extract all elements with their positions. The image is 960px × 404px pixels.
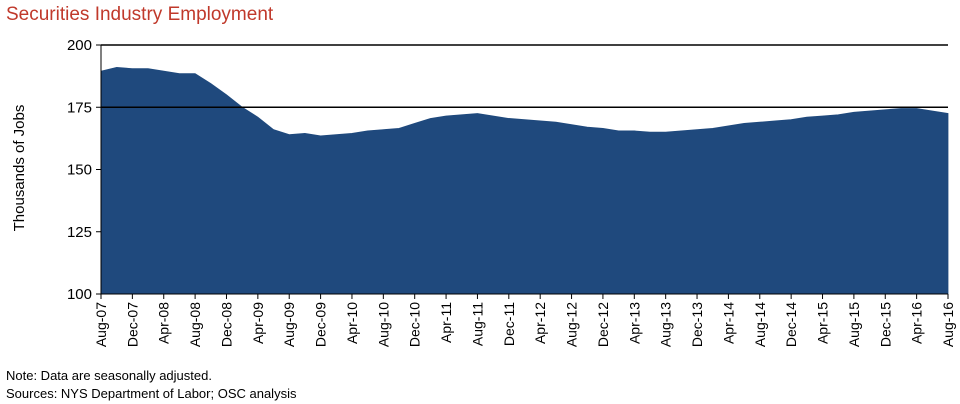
chart-title: Securities Industry Employment <box>6 4 274 25</box>
x-tick-label: Dec-11 <box>501 302 517 346</box>
y-tick-label: 175 <box>67 99 92 116</box>
x-tick-labels: Aug-07 Dec-07 Apr-08 Aug-08 Dec-08 Apr-09 Aug-… <box>93 294 956 347</box>
reference-lines <box>101 44 948 108</box>
x-tick-label: Apr-13 <box>626 302 642 344</box>
x-tick-label: Aug-09 <box>281 302 297 347</box>
y-tick-labels: 100 125 150 175 200 <box>67 37 101 303</box>
x-tick-label: Aug-14 <box>752 302 768 347</box>
x-tick-label: Dec-08 <box>218 302 234 347</box>
x-tick-label: Apr-10 <box>344 302 360 344</box>
plot-area <box>100 67 949 295</box>
x-tick-label: Dec-15 <box>877 302 893 347</box>
x-tick-label: Aug-16 <box>940 302 956 347</box>
footnote-sources: Sources: NYS Department of Labor; OSC an… <box>6 386 297 401</box>
x-tick-label: Dec-07 <box>124 302 140 347</box>
x-tick-label: Aug-12 <box>564 302 580 347</box>
x-tick-label: Dec-10 <box>407 302 423 347</box>
x-tick-label: Aug-15 <box>846 302 862 347</box>
y-tick-label: 125 <box>67 224 92 241</box>
x-tick-label: Aug-11 <box>469 302 485 346</box>
y-tick-label: 150 <box>67 162 92 179</box>
x-tick-label: Dec-13 <box>689 302 705 347</box>
y-tick-label: 100 <box>67 286 92 303</box>
x-tick-label: Apr-15 <box>815 302 831 344</box>
x-tick-label: Aug-08 <box>187 302 203 347</box>
x-tick-label: Aug-07 <box>93 302 109 347</box>
employment-area <box>100 67 949 295</box>
x-tick-label: Apr-12 <box>532 302 548 344</box>
y-tick-label: 200 <box>67 37 92 54</box>
footnote-note: Note: Data are seasonally adjusted. <box>6 368 212 383</box>
x-tick-label: Dec-14 <box>783 302 799 347</box>
y-axis-label: Thousands of Jobs <box>11 105 28 232</box>
x-tick-label: Dec-12 <box>595 302 611 347</box>
x-tick-label: Aug-13 <box>658 302 674 347</box>
x-tick-label: Apr-14 <box>720 302 736 344</box>
x-tick-label: Dec-09 <box>313 302 329 347</box>
x-tick-label: Apr-11 <box>438 302 454 343</box>
x-tick-label: Apr-16 <box>909 302 925 344</box>
x-tick-label: Aug-10 <box>375 302 391 347</box>
x-tick-label: Apr-09 <box>250 302 266 344</box>
x-tick-label: Apr-08 <box>156 302 172 344</box>
